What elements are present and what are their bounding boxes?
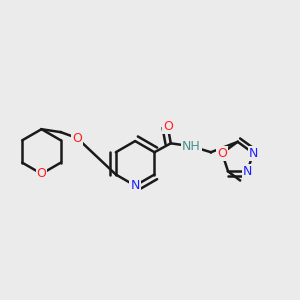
Text: N: N (130, 179, 140, 192)
Text: O: O (72, 132, 82, 145)
Text: O: O (217, 147, 227, 160)
Text: N: N (243, 165, 252, 178)
Text: O: O (163, 121, 173, 134)
Text: NH: NH (182, 140, 201, 153)
Text: O: O (37, 167, 46, 180)
Text: N: N (248, 147, 258, 160)
